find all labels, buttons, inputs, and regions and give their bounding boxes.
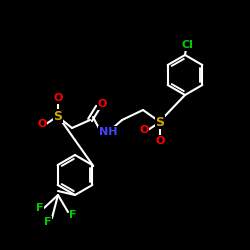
Text: O: O <box>155 136 165 146</box>
Text: S: S <box>156 116 164 128</box>
Text: O: O <box>139 125 149 135</box>
Text: F: F <box>44 217 52 227</box>
Text: Cl: Cl <box>181 40 193 50</box>
Text: O: O <box>53 93 63 103</box>
Text: F: F <box>69 210 77 220</box>
Text: F: F <box>36 203 44 213</box>
Text: O: O <box>37 119 47 129</box>
Text: O: O <box>97 99 107 109</box>
Text: S: S <box>54 110 62 122</box>
Text: NH: NH <box>99 127 117 137</box>
